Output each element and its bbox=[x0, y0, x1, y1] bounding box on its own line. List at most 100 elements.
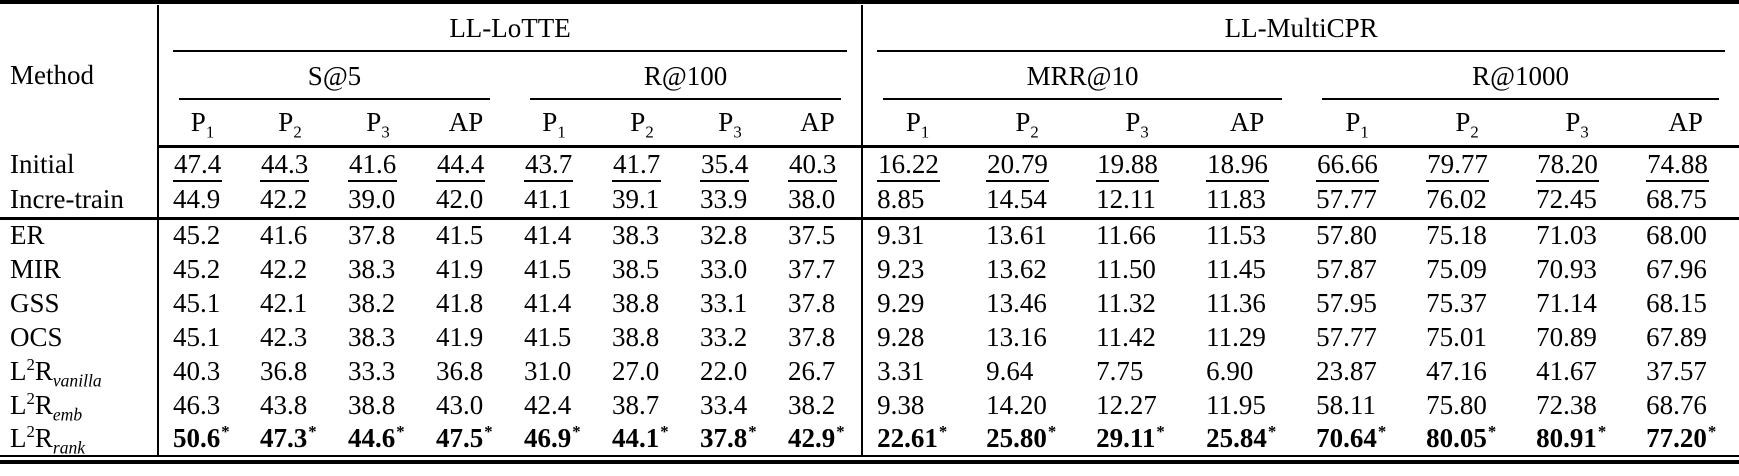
subcol-subscript: 2 bbox=[1470, 122, 1479, 142]
value: 22.0 bbox=[700, 355, 748, 386]
value: 37.8 bbox=[788, 321, 836, 352]
value-cell: 39.1 bbox=[598, 182, 686, 220]
value: 57.77 bbox=[1316, 183, 1377, 214]
value: 22.61 bbox=[877, 423, 938, 453]
value: 9.31 bbox=[877, 220, 925, 251]
value-cell: 71.14 bbox=[1522, 286, 1632, 320]
significance-star: * bbox=[748, 422, 757, 441]
value-cell: 66.66 bbox=[1302, 146, 1412, 183]
value-cell: 31.0 bbox=[510, 354, 598, 388]
value-cell: 47.5* bbox=[422, 422, 510, 457]
method-subscript: emb bbox=[52, 403, 83, 424]
value-cell: 11.36 bbox=[1192, 286, 1302, 320]
value-cell: 22.61* bbox=[861, 422, 973, 457]
value-cell: 33.2 bbox=[686, 320, 774, 354]
value: 58.11 bbox=[1316, 389, 1376, 420]
method-text: L bbox=[10, 423, 27, 453]
value-cell: 33.9 bbox=[686, 182, 774, 220]
method-text: MIR bbox=[10, 253, 62, 284]
subcol-subscript: 3 bbox=[733, 122, 742, 142]
subcol-subscript: 1 bbox=[920, 122, 930, 142]
value-cell: 57.77 bbox=[1302, 182, 1413, 220]
value-cell: 9.31 bbox=[861, 218, 973, 252]
value: 68.15 bbox=[1646, 287, 1707, 318]
value: 37.8 bbox=[348, 220, 396, 251]
value-cell: 41.9 bbox=[422, 320, 510, 354]
value: 45.2 bbox=[173, 253, 221, 284]
group-header-ll-multicpr: LL-MultiCPR bbox=[861, 5, 1739, 52]
value-cell: 37.8 bbox=[334, 218, 422, 252]
table-body: Initial 47.4 44.3 41.6 44.4 43.7 41.7 35.4 40.3 1… bbox=[0, 146, 1739, 458]
method-l2r-rank: L2Rrank bbox=[0, 422, 158, 458]
value: 6.90 bbox=[1206, 355, 1254, 386]
row-initial: Initial 47.4 44.3 41.6 44.4 43.7 41.7 35.4 40.3 1… bbox=[0, 146, 1739, 183]
value: 44.1 bbox=[612, 423, 660, 453]
value-cell: 20.79 bbox=[972, 146, 1082, 183]
subcol-subscript: 2 bbox=[293, 122, 302, 142]
value-cell: 35.4 bbox=[686, 146, 774, 183]
ll-lotte-rule: LL-LoTTE bbox=[173, 13, 848, 52]
value-cell: 75.18 bbox=[1412, 218, 1522, 252]
value-cell: 67.96 bbox=[1632, 252, 1739, 286]
metric-label: MRR@10 bbox=[1026, 61, 1139, 91]
significance-star: * bbox=[1707, 422, 1717, 441]
value-cell: 41.4 bbox=[510, 286, 598, 320]
value-cell: 41.5 bbox=[422, 218, 510, 252]
metric-rule: MRR@10 bbox=[883, 61, 1283, 100]
value-cell: 79.77 bbox=[1412, 146, 1522, 183]
value: 79.77 bbox=[1426, 149, 1489, 183]
value-cell: 11.66 bbox=[1082, 218, 1192, 252]
value-cell: 6.90 bbox=[1192, 354, 1302, 388]
value-cell: 32.8 bbox=[686, 218, 774, 252]
significance-star: * bbox=[938, 422, 948, 441]
value-cell: 68.76 bbox=[1632, 388, 1739, 422]
value-cell: 43.7 bbox=[510, 146, 598, 183]
value: 14.54 bbox=[986, 183, 1047, 214]
value: 38.8 bbox=[612, 287, 660, 318]
method-superscript: 2 bbox=[26, 422, 35, 441]
value-cell: 42.1 bbox=[246, 286, 334, 320]
value-cell: 42.2 bbox=[246, 252, 334, 286]
subcol-header-p2: P2 bbox=[972, 100, 1083, 148]
value-cell: 42.9* bbox=[774, 422, 863, 457]
ll-lotte-label: LL-LoTTE bbox=[449, 13, 571, 43]
value-cell: 70.89 bbox=[1522, 320, 1632, 354]
value-cell: 41.7 bbox=[598, 146, 686, 183]
subcol-label: P bbox=[278, 106, 294, 137]
method-text: Incre-train bbox=[10, 183, 124, 214]
value: 42.1 bbox=[260, 287, 308, 318]
value: 66.66 bbox=[1316, 149, 1379, 183]
subcol-header-ap: AP bbox=[1192, 100, 1303, 148]
metric-header-r-100: R@100 bbox=[510, 52, 862, 100]
value-cell: 11.42 bbox=[1082, 320, 1192, 354]
method-subscript: vanilla bbox=[52, 369, 102, 390]
value-cell: 75.80 bbox=[1412, 388, 1522, 422]
value-cell: 71.03 bbox=[1522, 218, 1632, 252]
value: 42.4 bbox=[524, 389, 572, 420]
value-cell: 70.64* bbox=[1302, 422, 1413, 457]
value-cell: 47.16 bbox=[1412, 354, 1522, 388]
subcol-header-p3: P3 bbox=[1522, 100, 1633, 148]
value: 9.38 bbox=[877, 389, 925, 420]
method-subscript: rank bbox=[52, 437, 86, 458]
value-cell: 18.96 bbox=[1192, 146, 1302, 183]
method-l2r-emb: L2Remb bbox=[0, 388, 158, 424]
value-cell: 41.4 bbox=[510, 218, 598, 252]
value: 42.2 bbox=[260, 183, 308, 214]
subcol-header-p2: P2 bbox=[598, 100, 686, 148]
ll-multicpr-rule: LL-MultiCPR bbox=[877, 13, 1726, 52]
value-cell: 13.46 bbox=[972, 286, 1082, 320]
subcol-header-p3: P3 bbox=[1082, 100, 1193, 148]
value: 41.1 bbox=[524, 183, 572, 214]
value: 44.9 bbox=[173, 183, 221, 214]
method-text: R bbox=[34, 389, 53, 420]
value: 43.8 bbox=[260, 389, 308, 420]
metric-header-r-1000: R@1000 bbox=[1302, 52, 1739, 100]
value-cell: 46.9* bbox=[510, 422, 598, 457]
value-cell: 22.0 bbox=[686, 354, 774, 388]
method-text: OCS bbox=[10, 321, 63, 352]
subcol-label: P bbox=[1455, 106, 1471, 137]
significance-star: * bbox=[396, 422, 405, 441]
metric-label: R@100 bbox=[643, 61, 728, 91]
value: 41.4 bbox=[524, 287, 572, 318]
